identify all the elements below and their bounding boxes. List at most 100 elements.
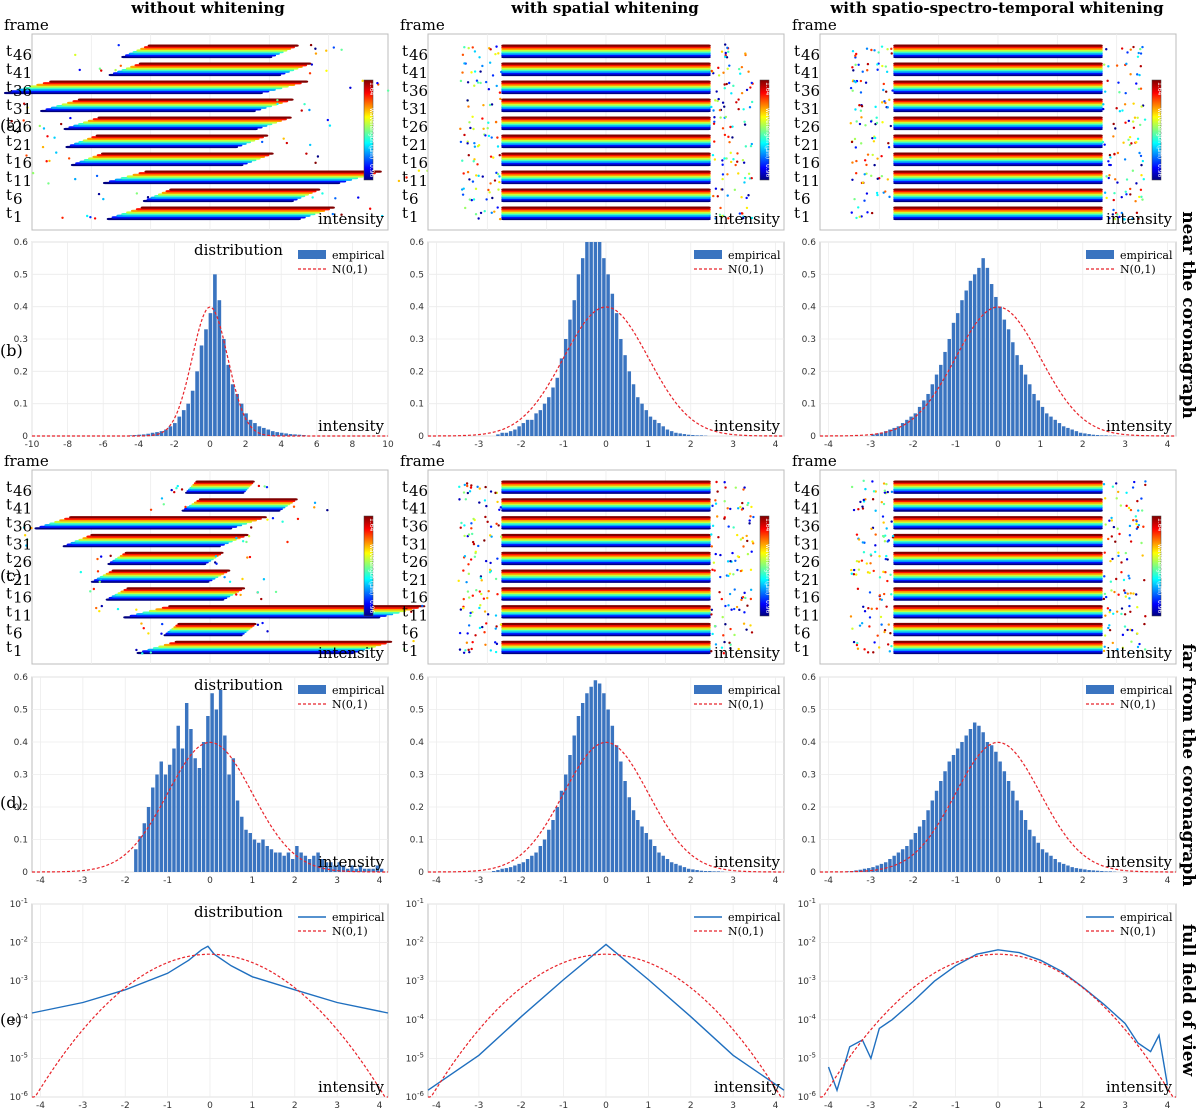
scatter-band-t36 (459, 79, 754, 95)
scatter-dot (96, 557, 99, 561)
panel-c-2: t 1t 6t 11t 16t 21t 26t 31t 36t 41t 46frameintensi… (400, 452, 785, 665)
scatter-dot (859, 142, 863, 145)
normal-curve (428, 953, 784, 1098)
histogram-bar (275, 432, 280, 436)
scatter-dot (1103, 634, 1107, 637)
frame-label-t46: t (6, 478, 12, 496)
intensity-label: intensity (1106, 644, 1173, 662)
histogram-bar (972, 274, 977, 436)
x-tick-label: 1 (1038, 1101, 1044, 1108)
scatter-dot (875, 607, 879, 610)
scatter-dot (849, 122, 852, 125)
scatter-dot (459, 127, 462, 131)
histogram-bar (665, 429, 670, 436)
scatter-dot (734, 163, 737, 167)
scatter-dot (1139, 87, 1143, 90)
scatter-dot (483, 209, 486, 213)
scatter-dot (724, 55, 727, 59)
scatter-dot (747, 194, 750, 197)
scatter-dot (412, 639, 415, 643)
scatter-dot (73, 177, 77, 181)
scatter-dot (311, 196, 314, 199)
scatter-dot (464, 498, 468, 501)
scatter-dot (494, 577, 498, 581)
histogram-bar (989, 284, 994, 436)
histogram-bar (155, 774, 159, 872)
scatter-dot (78, 141, 82, 144)
scatter-stripe (893, 170, 1103, 173)
scatter-dot (1125, 178, 1129, 181)
legend-normal-label: N(0,1) (332, 263, 368, 276)
scatter-dot (865, 47, 869, 50)
intensity-label: intensity (714, 1078, 781, 1096)
scatter-dot (484, 515, 487, 519)
scatter-dot (721, 173, 725, 176)
scatter-dot (471, 180, 475, 183)
scatter-dot (1120, 612, 1123, 616)
legend-normal-label: N(0,1) (332, 925, 368, 938)
histogram-bar (943, 771, 947, 872)
scatter-dot (349, 86, 352, 89)
scatter-dot (731, 136, 734, 139)
histogram-bar (1023, 374, 1028, 436)
scatter-dot (714, 499, 717, 502)
histogram-bar (1019, 364, 1024, 436)
x-tick-label: -2 (170, 440, 179, 450)
histogram-bar (661, 426, 665, 436)
scatter-dot (862, 605, 865, 608)
scatter-dot (721, 159, 724, 162)
scatter-dot (711, 504, 714, 508)
scatter-dot (149, 651, 153, 654)
histogram-bar (1057, 423, 1062, 436)
scatter-dot (886, 48, 889, 51)
scatter-dot (850, 211, 853, 214)
frame-label-sub: 46 (801, 482, 820, 500)
scatter-dot (882, 521, 885, 524)
scatter-dot (489, 525, 493, 528)
scatter-band-t41 (149, 497, 329, 512)
scatter-dot (721, 101, 725, 104)
scatter-dot (727, 525, 730, 528)
scatter-dot (876, 68, 879, 71)
scatter-dot (733, 633, 736, 637)
scatter-dot (875, 191, 879, 195)
x-tick-label: 3 (1122, 1101, 1128, 1108)
scatter-stripe (501, 80, 711, 83)
scatter-dot (723, 83, 726, 86)
histogram-bar (1083, 869, 1087, 872)
histogram-bar (496, 434, 500, 436)
histogram-bar (329, 862, 333, 872)
frame-label-t1: t (402, 638, 408, 656)
scatter-dot (1126, 51, 1129, 54)
histogram-bar (266, 429, 271, 436)
scatter-dot (728, 81, 731, 85)
histogram-bar (593, 680, 598, 872)
scatter-dot (397, 179, 401, 183)
scatter-dot (1140, 509, 1144, 512)
scatter-dot (498, 154, 501, 157)
y-tick-label: 0 (22, 868, 28, 878)
scatter-dot (98, 67, 102, 70)
histogram-bar (589, 242, 593, 436)
scatter-dot (1134, 515, 1138, 518)
scatter-dot (22, 119, 25, 122)
scatter-dot (889, 573, 892, 576)
frame-label-t31: t (402, 531, 408, 549)
histogram-bar (150, 432, 155, 436)
scatter-dot (223, 575, 226, 579)
histogram-bar (981, 732, 985, 872)
frame-label-t41: t (6, 60, 12, 78)
frame-label-t41: t (6, 496, 12, 514)
scatter-dot (883, 630, 886, 634)
scatter-dot (483, 539, 486, 542)
scatter-dot (891, 89, 894, 92)
scatter-dot (1137, 509, 1140, 512)
scatter-dot (1115, 107, 1118, 110)
scatter-dot (727, 604, 730, 607)
scatter-dot (887, 142, 890, 145)
scatter-dot (1130, 640, 1133, 643)
scatter-dot (1137, 217, 1140, 221)
scatter-dot (715, 90, 718, 93)
scatter-dot (262, 578, 266, 581)
scatter-dot (468, 198, 472, 201)
